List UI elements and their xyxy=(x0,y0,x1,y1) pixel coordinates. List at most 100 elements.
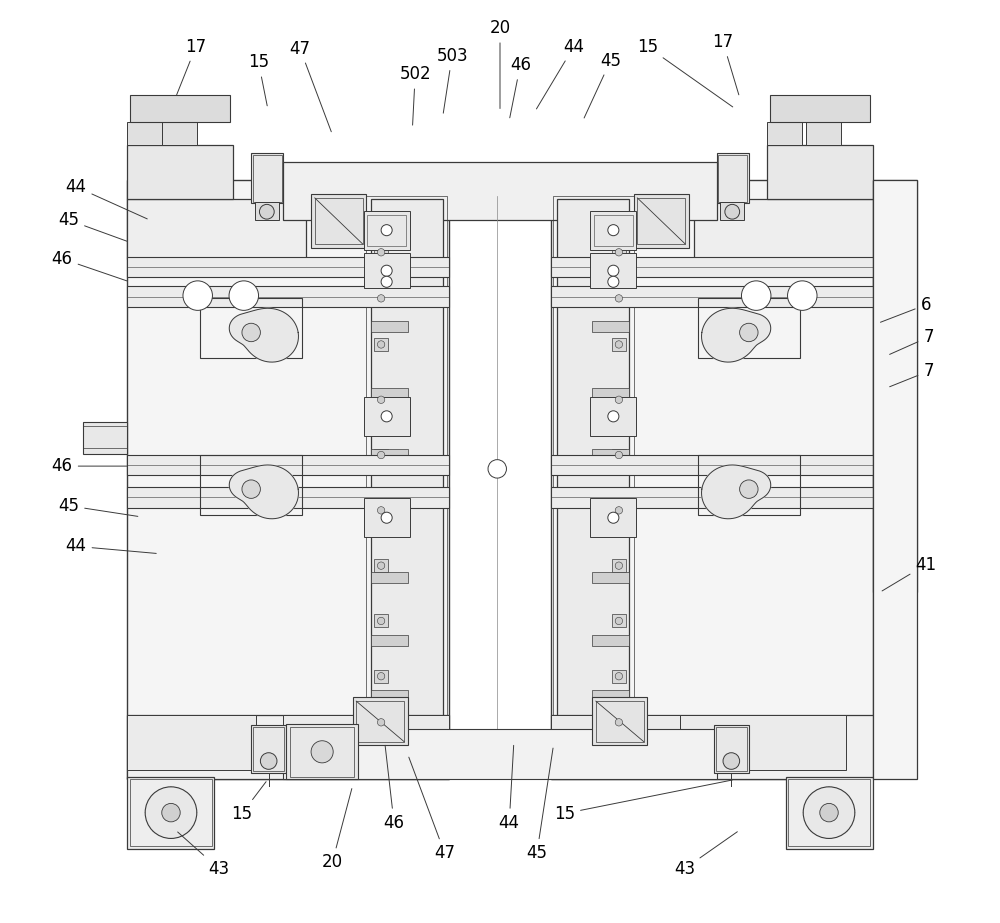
Circle shape xyxy=(741,281,771,310)
Bar xyxy=(551,487,873,508)
Bar xyxy=(371,266,408,277)
Text: 45: 45 xyxy=(58,497,138,516)
Bar xyxy=(770,95,870,123)
Circle shape xyxy=(377,507,385,514)
Bar xyxy=(612,716,626,729)
Circle shape xyxy=(162,803,180,821)
Bar xyxy=(592,635,629,646)
Bar xyxy=(612,292,626,305)
Bar xyxy=(374,504,388,517)
Bar xyxy=(374,559,388,572)
Bar xyxy=(255,201,279,220)
Circle shape xyxy=(381,224,392,235)
Circle shape xyxy=(260,753,277,769)
Circle shape xyxy=(615,617,623,625)
Bar xyxy=(371,572,408,583)
Bar xyxy=(716,727,747,771)
Bar xyxy=(592,388,629,399)
Bar xyxy=(364,253,410,288)
Bar xyxy=(371,510,408,521)
Circle shape xyxy=(242,323,260,342)
Text: 7: 7 xyxy=(890,328,934,354)
Bar xyxy=(634,194,689,247)
Text: 47: 47 xyxy=(290,40,331,132)
Bar xyxy=(767,123,802,146)
Bar xyxy=(371,321,408,332)
Bar xyxy=(551,715,873,779)
Circle shape xyxy=(608,512,619,523)
Bar xyxy=(612,504,626,517)
Bar xyxy=(788,779,870,845)
Text: 44: 44 xyxy=(499,746,520,832)
Circle shape xyxy=(615,451,623,459)
Bar xyxy=(612,246,626,258)
Bar xyxy=(374,393,388,406)
Circle shape xyxy=(608,265,619,276)
Bar xyxy=(127,776,214,848)
Bar xyxy=(356,701,404,742)
Bar xyxy=(253,727,284,771)
Circle shape xyxy=(381,411,392,422)
Text: 43: 43 xyxy=(674,832,737,878)
Text: 15: 15 xyxy=(554,780,732,822)
Bar xyxy=(251,153,283,203)
Bar xyxy=(364,210,410,249)
Circle shape xyxy=(381,512,392,523)
Text: 46: 46 xyxy=(384,746,405,832)
Circle shape xyxy=(377,562,385,569)
Bar xyxy=(594,214,633,246)
Bar xyxy=(83,422,127,454)
Text: 20: 20 xyxy=(489,19,511,109)
Bar xyxy=(714,725,749,773)
Bar xyxy=(551,257,873,277)
Bar xyxy=(374,292,388,305)
Circle shape xyxy=(615,294,623,302)
Circle shape xyxy=(377,719,385,726)
Bar xyxy=(130,779,212,845)
Bar xyxy=(873,382,901,408)
Circle shape xyxy=(740,323,758,342)
Circle shape xyxy=(608,276,619,287)
Circle shape xyxy=(229,281,259,310)
Bar xyxy=(127,146,233,198)
Bar xyxy=(592,690,629,701)
Text: 502: 502 xyxy=(399,66,431,126)
Bar xyxy=(290,727,354,776)
Bar xyxy=(315,198,363,244)
Bar xyxy=(283,729,717,779)
Bar xyxy=(127,487,449,508)
Bar xyxy=(127,715,256,770)
Text: 41: 41 xyxy=(882,556,936,591)
Bar xyxy=(553,196,634,764)
Bar xyxy=(612,670,626,683)
Bar xyxy=(367,214,406,246)
Bar xyxy=(612,338,626,351)
Bar xyxy=(551,455,873,475)
Bar xyxy=(592,321,629,332)
Circle shape xyxy=(381,276,392,287)
Bar xyxy=(596,701,644,742)
Bar xyxy=(374,338,388,351)
Text: 43: 43 xyxy=(178,832,229,878)
Bar xyxy=(353,698,408,746)
Polygon shape xyxy=(229,308,298,362)
Text: 45: 45 xyxy=(526,749,553,862)
Text: 45: 45 xyxy=(58,211,127,241)
Bar xyxy=(612,393,626,406)
Bar xyxy=(374,246,388,258)
Bar xyxy=(612,559,626,572)
Text: 17: 17 xyxy=(712,33,739,95)
Bar xyxy=(592,266,629,277)
Bar xyxy=(698,455,800,515)
Bar xyxy=(592,698,647,746)
Bar xyxy=(590,498,636,537)
Circle shape xyxy=(615,507,623,514)
Circle shape xyxy=(311,741,333,763)
Bar xyxy=(374,670,388,683)
Text: 15: 15 xyxy=(231,782,266,822)
Text: 20: 20 xyxy=(322,788,352,871)
Text: 44: 44 xyxy=(66,178,147,219)
Text: 7: 7 xyxy=(890,362,934,387)
Bar xyxy=(680,715,846,770)
Bar xyxy=(200,298,302,358)
